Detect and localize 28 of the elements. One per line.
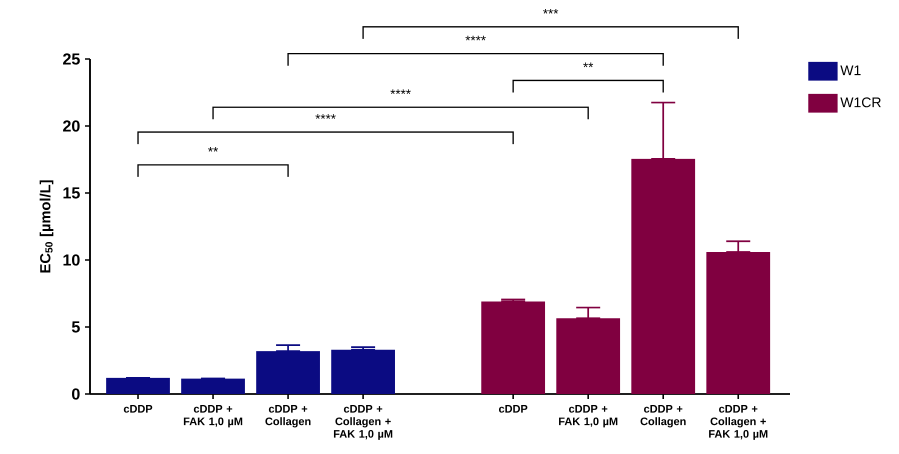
x-tick-label: cDDP + FAK 1,0 µM bbox=[559, 405, 618, 428]
x-tick-label: cDDP bbox=[498, 405, 528, 413]
x-tick-label: cDDP + Collagen bbox=[265, 405, 310, 428]
y-tick-label: 25 bbox=[63, 53, 80, 65]
legend-label: W1 bbox=[840, 65, 861, 76]
x-tick-label: cDDP + FAK 1,0 µM bbox=[184, 405, 242, 428]
y-tick-label: 15 bbox=[64, 187, 80, 199]
legend-label: W1CR bbox=[840, 97, 881, 108]
y-tick-label: 20 bbox=[63, 120, 80, 132]
x-tick-label: cDDP bbox=[124, 405, 152, 413]
bar bbox=[106, 378, 170, 394]
x-tick-label: cDDP + Collagen + FAK 1,0 µM bbox=[709, 405, 768, 440]
x-tick-label: cDDP + Collagen + FAK 1,0 µM bbox=[334, 405, 392, 440]
annotation: **** bbox=[315, 114, 336, 119]
annotation: ** bbox=[208, 146, 218, 152]
bar bbox=[481, 302, 546, 394]
bar bbox=[181, 378, 245, 394]
text: **** bbox=[465, 36, 486, 40]
y-tick-label: 10 bbox=[64, 254, 80, 266]
annotation: **** bbox=[390, 89, 411, 94]
text: *** bbox=[543, 8, 558, 14]
annotation: ** bbox=[583, 62, 594, 68]
y-tick-label: 5 bbox=[72, 321, 80, 333]
y-axis-title: EC$_{50}$ [µmol/L] bbox=[40, 180, 54, 272]
bar bbox=[706, 252, 770, 394]
x-tick-label: cDDP + Collagen bbox=[640, 405, 686, 428]
bar bbox=[331, 350, 395, 394]
y-tick-label: 0 bbox=[72, 388, 80, 400]
